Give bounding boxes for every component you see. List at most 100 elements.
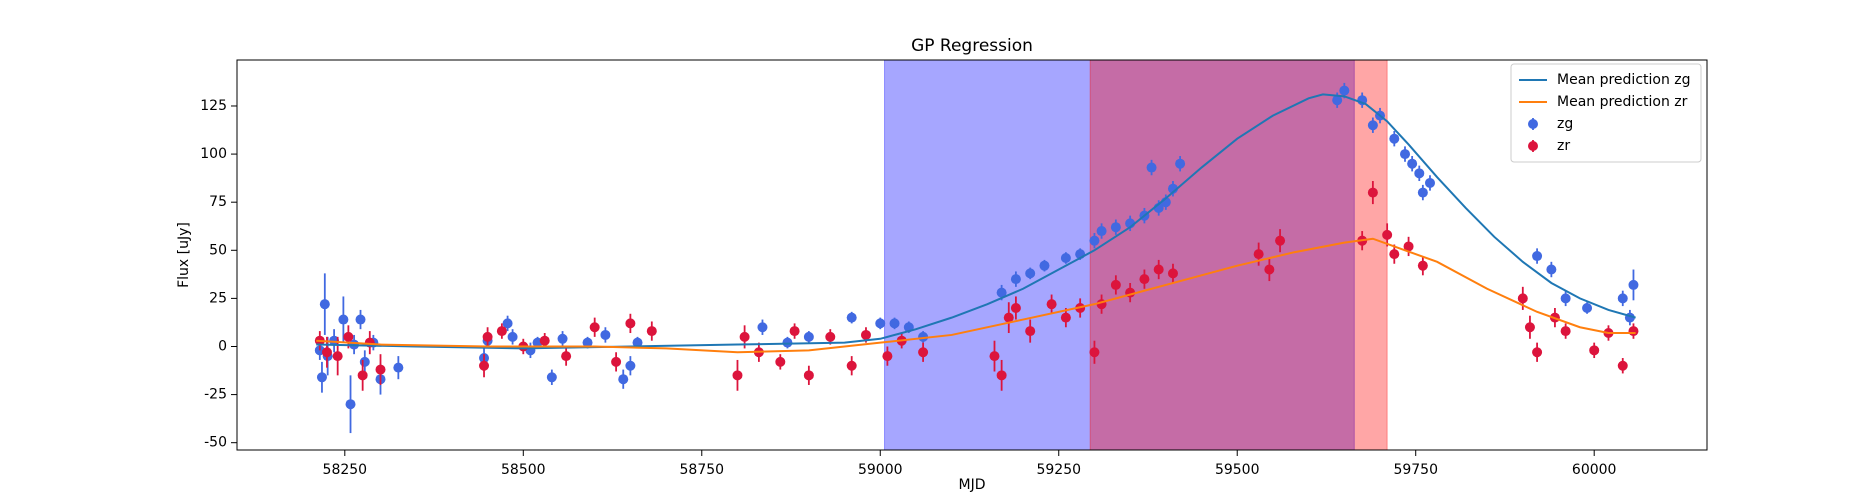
data-point bbox=[860, 329, 871, 340]
legend-marker bbox=[1528, 119, 1538, 129]
data-point bbox=[1560, 326, 1571, 337]
data-point bbox=[1589, 345, 1600, 356]
data-point bbox=[1167, 268, 1178, 279]
data-point bbox=[846, 360, 857, 371]
data-point bbox=[803, 331, 814, 342]
y-tick-label: 100 bbox=[200, 146, 227, 162]
data-point bbox=[1582, 303, 1593, 314]
y-tick-label: 125 bbox=[200, 98, 227, 114]
data-point bbox=[875, 318, 886, 329]
x-tick-label: 59000 bbox=[858, 462, 903, 478]
data-point bbox=[889, 318, 900, 329]
data-point bbox=[546, 372, 557, 383]
legend-label: zg bbox=[1557, 116, 1573, 132]
data-point bbox=[343, 331, 354, 342]
axes-frame bbox=[236, 59, 1708, 451]
data-point bbox=[989, 351, 1000, 362]
data-point bbox=[739, 331, 750, 342]
data-point bbox=[918, 347, 929, 358]
data-point bbox=[1417, 187, 1428, 198]
data-point bbox=[1517, 293, 1528, 304]
y-tick-label: -25 bbox=[204, 387, 227, 403]
data-point bbox=[1532, 347, 1543, 358]
y-tick-label: 75 bbox=[209, 194, 227, 210]
data-point bbox=[789, 326, 800, 337]
data-point bbox=[1628, 326, 1639, 337]
data-point bbox=[375, 364, 386, 375]
data-point bbox=[582, 337, 593, 348]
data-point bbox=[1060, 312, 1071, 323]
data-point bbox=[996, 287, 1007, 298]
data-point bbox=[357, 370, 368, 381]
data-point bbox=[825, 331, 836, 342]
mean-line bbox=[316, 93, 1636, 350]
data-point bbox=[1110, 222, 1121, 233]
data-point bbox=[589, 322, 600, 333]
x-tick-label: 60000 bbox=[1572, 462, 1617, 478]
data-point bbox=[1400, 149, 1411, 160]
x-tick-label: 58250 bbox=[323, 462, 368, 478]
chart-title: GP Regression bbox=[911, 36, 1033, 56]
data-point bbox=[1560, 293, 1571, 304]
plot-area bbox=[314, 60, 1639, 450]
data-point bbox=[1389, 249, 1400, 260]
legend-label: zr bbox=[1557, 138, 1570, 154]
data-point bbox=[1332, 95, 1343, 106]
data-point bbox=[1389, 133, 1400, 144]
data-point bbox=[502, 318, 513, 329]
data-point bbox=[1617, 293, 1628, 304]
data-point bbox=[1096, 226, 1107, 237]
legend-label: Mean prediction zg bbox=[1557, 72, 1691, 88]
x-axis-label: MJD bbox=[959, 477, 986, 493]
data-point bbox=[1010, 274, 1021, 285]
data-point bbox=[918, 331, 929, 342]
data-point bbox=[561, 351, 572, 362]
data-point bbox=[1532, 251, 1543, 262]
x-tick-label: 58500 bbox=[501, 462, 546, 478]
data-point bbox=[1146, 162, 1157, 173]
mean-line bbox=[316, 237, 1636, 354]
data-point bbox=[1253, 249, 1264, 260]
data-point bbox=[1417, 260, 1428, 271]
data-point bbox=[1089, 235, 1100, 246]
data-point bbox=[1060, 252, 1071, 263]
y-tick-label: 0 bbox=[218, 338, 227, 354]
shaded-span bbox=[884, 60, 1355, 450]
legend: Mean prediction zg Mean prediction zr zg zr bbox=[1510, 63, 1702, 163]
data-point bbox=[1003, 312, 1014, 323]
data-point bbox=[355, 314, 366, 325]
legend-marker bbox=[1528, 141, 1538, 151]
data-point bbox=[1039, 260, 1050, 271]
data-point bbox=[539, 335, 550, 346]
data-point bbox=[1025, 268, 1036, 279]
data-point bbox=[1010, 303, 1021, 314]
data-point bbox=[1110, 279, 1121, 290]
legend-box bbox=[1510, 63, 1702, 163]
data-point bbox=[803, 370, 814, 381]
data-point bbox=[1403, 241, 1414, 252]
data-point bbox=[1339, 85, 1350, 96]
data-point bbox=[316, 372, 327, 383]
y-tick-label: 25 bbox=[209, 290, 227, 306]
data-point bbox=[1414, 168, 1425, 179]
data-point bbox=[1139, 274, 1150, 285]
data-point bbox=[646, 326, 657, 337]
data-point bbox=[1524, 322, 1535, 333]
data-point bbox=[757, 322, 768, 333]
shaded-span bbox=[1089, 60, 1388, 450]
data-point bbox=[882, 351, 893, 362]
data-point bbox=[1367, 187, 1378, 198]
data-point bbox=[996, 370, 1007, 381]
y-tick-label: 50 bbox=[209, 242, 227, 258]
data-point bbox=[1275, 235, 1286, 246]
data-point bbox=[1617, 360, 1628, 371]
data-point bbox=[1546, 264, 1557, 275]
x-tick-label: 59750 bbox=[1393, 462, 1438, 478]
data-point bbox=[1264, 264, 1275, 275]
data-point bbox=[625, 360, 636, 371]
data-point bbox=[632, 337, 643, 348]
y-axis-label: Flux [uJy] bbox=[176, 222, 192, 288]
data-point bbox=[338, 314, 349, 325]
y-tick-label: -50 bbox=[204, 435, 227, 451]
